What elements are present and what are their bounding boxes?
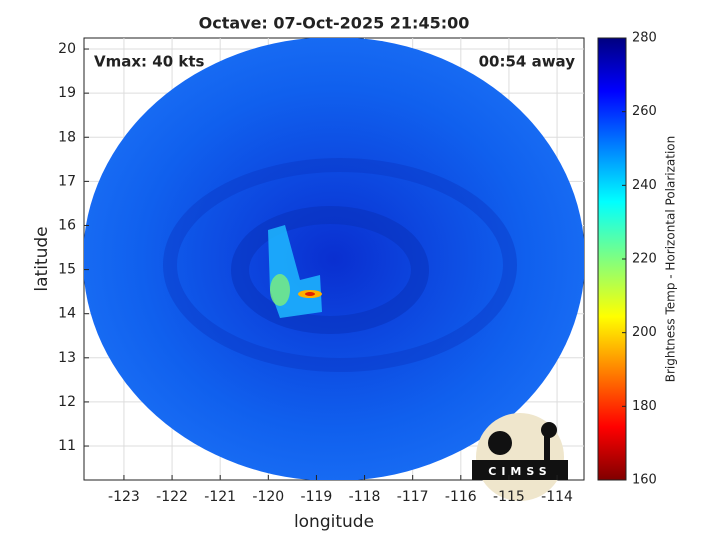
spiral-band: [163, 158, 517, 372]
convection-core: [305, 292, 315, 296]
ticks: -123 -122 -121 -120 -119 -118 -117 -116 -115 -114…: [58, 31, 657, 506]
logo-dish: [488, 431, 512, 455]
x-tick-label: -115: [493, 489, 525, 505]
colorbar-tick-label: 280: [632, 31, 657, 46]
x-tick-label: -118: [349, 489, 381, 505]
y-tick-label: 11: [58, 438, 76, 454]
logo-tower: [544, 430, 550, 460]
x-axis-label: longitude: [294, 512, 374, 532]
logo-text: CIMSS: [488, 465, 551, 478]
y-tick-label: 13: [58, 350, 76, 366]
x-tick-label: -123: [108, 489, 140, 505]
y-tick-label: 19: [58, 85, 76, 101]
y-axis-label: latitude: [32, 226, 52, 291]
annotation: Vmax: 40 kts: [94, 53, 204, 71]
colorbar-tick-label: 180: [632, 399, 657, 414]
logo-bar: [472, 460, 568, 480]
satellite-image: [84, 38, 584, 480]
colorbar-label: Brightness Temp - Horizontal Polarizatio…: [664, 136, 678, 383]
x-tick-label: -116: [445, 489, 477, 505]
logo: CIMSS: [472, 413, 568, 501]
x-tick-label: -117: [397, 489, 429, 505]
y-tick-label: 18: [58, 129, 76, 145]
colorbar-tick-label: 200: [632, 325, 657, 340]
colorbar-tick-label: 160: [632, 473, 657, 488]
x-tick-label: -114: [541, 489, 573, 505]
x-tick-label: -119: [301, 489, 333, 505]
y-tick-label: 20: [58, 41, 76, 57]
colorbar-tick-label: 240: [632, 178, 657, 193]
colorbar-tick-label: 220: [632, 252, 657, 267]
y-tick-label: 16: [58, 217, 76, 233]
x-tick-label: -122: [156, 489, 188, 505]
x-tick-label: -121: [204, 489, 236, 505]
annotation: 00:54 away: [479, 53, 576, 71]
colorbar-tick-label: 260: [632, 104, 657, 119]
swath: [84, 38, 584, 480]
spiral-band: [231, 206, 429, 334]
y-tick-label: 17: [58, 173, 76, 189]
convection: [270, 274, 290, 306]
y-tick-label: 15: [58, 262, 76, 278]
chart-title: Octave: 07-Oct-2025 21:45:00: [199, 14, 470, 33]
colorbar: [597, 37, 627, 481]
y-tick-label: 12: [58, 394, 76, 410]
y-tick-label: 14: [58, 306, 76, 322]
x-tick-label: -120: [252, 489, 284, 505]
logo-tank: [541, 422, 557, 438]
